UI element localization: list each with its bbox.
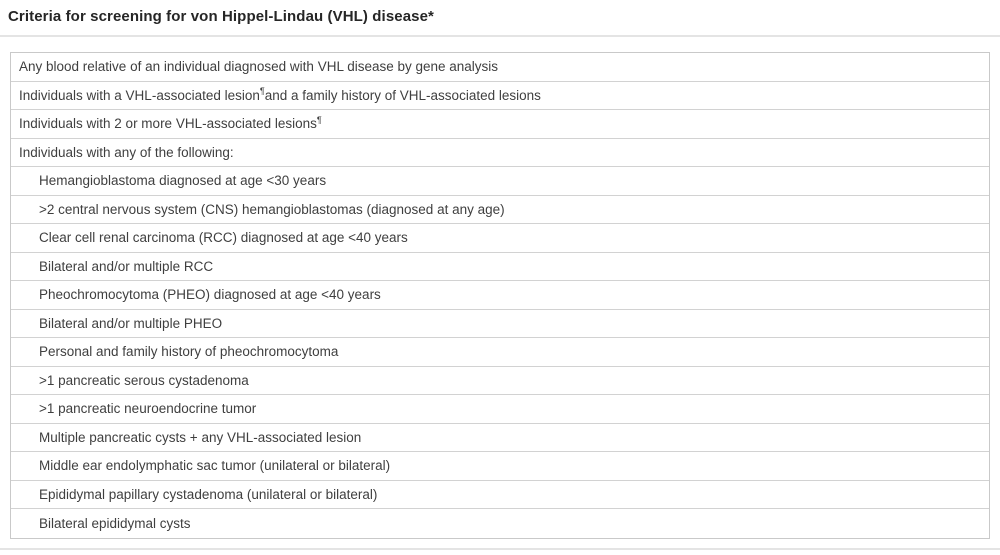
row-text: >2 central nervous system (CNS) hemangio… — [39, 201, 505, 217]
table-row: >2 central nervous system (CNS) hemangio… — [11, 196, 989, 224]
table-row: Multiple pancreatic cysts + any VHL-asso… — [11, 424, 989, 452]
top-divider — [0, 35, 1000, 37]
row-text: Bilateral epididymal cysts — [39, 515, 191, 531]
row-text: Bilateral and/or multiple RCC — [39, 258, 214, 274]
row-text: Middle ear endolymphatic sac tumor (unil… — [39, 458, 391, 474]
table-row: Individuals with a VHL-associated lesion… — [11, 82, 989, 110]
row-text: Pheochromocytoma (PHEO) diagnosed at age… — [39, 287, 381, 303]
row-text: Personal and family history of pheochrom… — [39, 344, 339, 360]
row-text: Epididymal papillary cystadenoma (unilat… — [39, 486, 378, 502]
row-text: Hemangioblastoma diagnosed at age <30 ye… — [39, 173, 327, 189]
row-text: Clear cell renal carcinoma (RCC) diagnos… — [39, 230, 408, 246]
row-text: >1 pancreatic neuroendocrine tumor — [39, 401, 257, 417]
row-text: Individuals with 2 or more VHL-associate… — [19, 116, 317, 132]
page-title: Criteria for screening for von Hippel-Li… — [8, 8, 434, 25]
table-row: Pheochromocytoma (PHEO) diagnosed at age… — [11, 281, 989, 310]
table-row: Hemangioblastoma diagnosed at age <30 ye… — [11, 167, 989, 196]
table-row: >1 pancreatic neuroendocrine tumor — [11, 395, 989, 424]
table-row: Bilateral and/or multiple PHEO — [11, 310, 989, 338]
table-row: Middle ear endolymphatic sac tumor (unil… — [11, 452, 989, 481]
criteria-table: Any blood relative of an individual diag… — [10, 52, 990, 539]
table-row: Individuals with any of the following: — [11, 139, 989, 167]
row-text: Any blood relative of an individual diag… — [19, 59, 499, 75]
table-row: >1 pancreatic serous cystadenoma — [11, 367, 989, 395]
table-row: Bilateral epididymal cysts — [11, 509, 989, 538]
table-row: Any blood relative of an individual diag… — [11, 53, 989, 82]
table-row: Epididymal papillary cystadenoma (unilat… — [11, 481, 989, 509]
table-row: Bilateral and/or multiple RCC — [11, 253, 989, 281]
row-text: Individuals with a VHL-associated lesion — [19, 87, 260, 103]
table-row: Individuals with 2 or more VHL-associate… — [11, 110, 989, 139]
row-text: >1 pancreatic serous cystadenoma — [39, 372, 249, 388]
table-row: Clear cell renal carcinoma (RCC) diagnos… — [11, 224, 989, 253]
row-text: and a family history of VHL-associated l… — [264, 87, 541, 103]
row-text: Individuals with any of the following: — [19, 144, 234, 160]
row-text: Bilateral and/or multiple PHEO — [39, 315, 223, 331]
row-text: Multiple pancreatic cysts + any VHL-asso… — [39, 429, 362, 445]
bottom-divider — [0, 548, 1000, 550]
table-row: Personal and family history of pheochrom… — [11, 338, 989, 367]
